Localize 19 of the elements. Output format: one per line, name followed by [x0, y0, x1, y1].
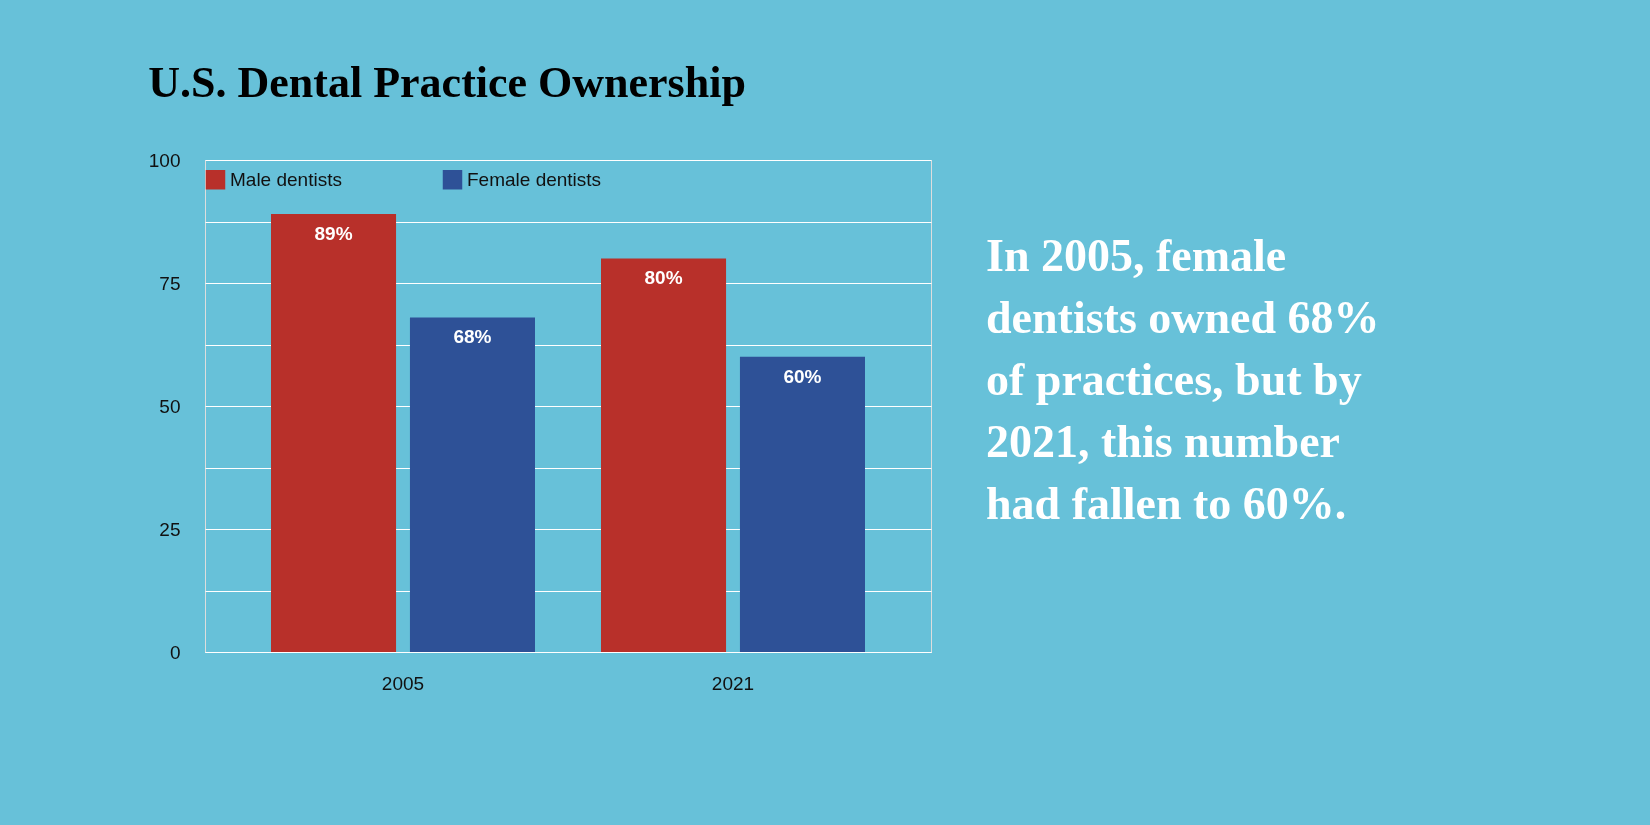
y-tick-label: 25: [159, 518, 181, 540]
legend-label: Male dentists: [230, 168, 342, 190]
bar: [601, 258, 727, 652]
y-tick-label: 50: [159, 395, 181, 417]
chart-title: U.S. Dental Practice Ownership: [148, 58, 746, 107]
text: 80%: [644, 267, 683, 289]
legend-label: Female dentists: [467, 168, 602, 190]
text: In 2005, female dentists owned 68% of practices, but by 2021, this number had fallen to 60%.: [986, 230, 1380, 529]
bar: [739, 356, 865, 652]
bar: [409, 317, 535, 652]
x-tick-label: 2005: [381, 672, 425, 694]
text: 60%: [783, 365, 822, 387]
text: 68%: [453, 326, 492, 348]
text: 89%: [314, 223, 353, 245]
bar: [271, 214, 397, 652]
x-tick-label: 2021: [711, 672, 755, 694]
y-tick-label: 0: [169, 641, 181, 663]
y-tick-label: 100: [148, 149, 181, 171]
y-tick-label: 75: [159, 272, 181, 294]
